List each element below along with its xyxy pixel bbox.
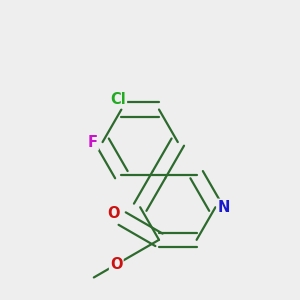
Text: O: O [108, 206, 120, 221]
Text: O: O [110, 257, 122, 272]
Text: F: F [88, 135, 98, 150]
Text: N: N [218, 200, 230, 215]
Text: Cl: Cl [110, 92, 126, 107]
